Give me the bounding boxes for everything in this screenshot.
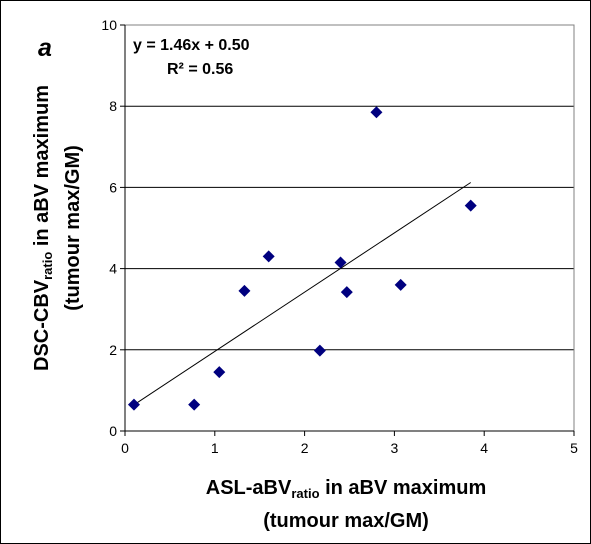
x-tick-label: 3: [391, 440, 399, 456]
gridlines: [125, 105, 574, 351]
trendline: [133, 182, 472, 406]
data-point: [238, 284, 251, 297]
x-axis-title: ASL-aBVratio in aBV maximum: [206, 477, 486, 501]
data-points: [127, 106, 477, 411]
x-axis-ticks: 0 1 2 3 4 5: [121, 430, 578, 456]
y-axis-title-main: DSC-CBV: [31, 279, 53, 371]
data-point: [464, 199, 477, 212]
y-axis-title-rest: in aBV maximum: [31, 85, 53, 252]
panel-label: a: [38, 34, 52, 62]
x-axis-title-sub: ratio: [291, 486, 319, 501]
y-axis-ticks: 0 2 4 6 8 10: [101, 17, 126, 439]
data-point: [262, 250, 275, 263]
y-tick-label: 4: [109, 261, 117, 277]
x-tick-label: 2: [301, 440, 309, 456]
data-point: [334, 256, 347, 269]
x-axis-title-line2: (tumour max/GM): [263, 510, 429, 532]
y-axis-title-sub: ratio: [40, 252, 55, 280]
x-tick-label: 0: [121, 440, 129, 456]
data-point: [188, 398, 201, 411]
data-point: [313, 344, 326, 357]
y-tick-label: 0: [109, 423, 117, 439]
x-axis-title-rest: in aBV maximum: [320, 477, 487, 499]
x-tick-label: 1: [211, 440, 219, 456]
y-tick-label: 8: [109, 98, 117, 114]
data-point: [213, 366, 226, 379]
equation-label: y = 1.46x + 0.50: [133, 37, 250, 54]
plot-area: [124, 24, 575, 432]
y-tick-label: 6: [109, 179, 117, 195]
y-tick-label: 10: [101, 17, 117, 33]
x-axis-title-main: ASL-aBV: [206, 477, 292, 499]
y-tick-label: 2: [109, 342, 117, 358]
x-tick-label: 5: [570, 440, 578, 456]
data-point: [340, 286, 353, 299]
data-point: [127, 398, 140, 411]
data-point: [394, 278, 407, 291]
y-axis-title-group: DSC-CBVratio in aBV maximum (tumour max/…: [31, 85, 84, 371]
y-axis-title: DSC-CBVratio in aBV maximum: [31, 85, 55, 371]
y-axis-title-line2: (tumour max/GM): [62, 145, 84, 311]
x-tick-label: 4: [480, 440, 488, 456]
r-squared-label: R² = 0.56: [167, 61, 233, 78]
data-point: [370, 106, 383, 119]
